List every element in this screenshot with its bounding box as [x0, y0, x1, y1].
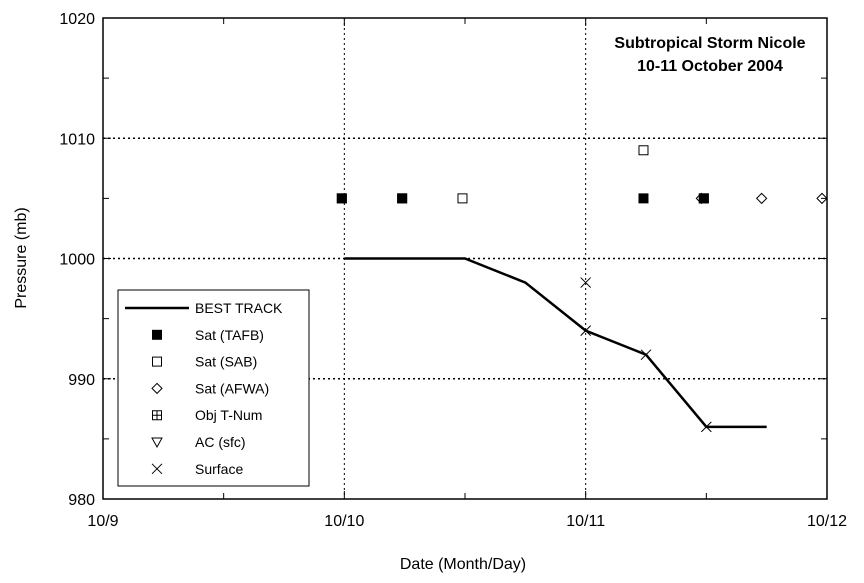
- sat-sab-point: [638, 145, 649, 156]
- legend-swatch-sat-sab: [152, 356, 162, 367]
- legend-swatch-ac-sfc: [151, 437, 163, 449]
- legend: BEST TRACK Sat (TAFB) Sat (SAB) Sat (AFWA) O…: [117, 289, 310, 487]
- sat-sab-point: [698, 193, 709, 204]
- sat-sab-point: [457, 193, 468, 204]
- chart-title: Subtropical Storm Nicole: [614, 35, 805, 52]
- legend-swatch-obj-t-num: [152, 410, 162, 421]
- legend-label-obj-t-num: Obj T-Num: [195, 407, 262, 423]
- chart-subtitle: 10-11 October 2004: [637, 58, 783, 75]
- y-tick-label: 1000: [59, 252, 95, 269]
- legend-box: [117, 289, 310, 487]
- surface-point: [580, 277, 592, 288]
- legend-label-ac-sfc: AC (sfc): [195, 434, 246, 450]
- sat-afwa-point: [755, 192, 768, 205]
- sat-tafb-point: [397, 193, 408, 204]
- legend-label-surface: Surface: [195, 461, 243, 477]
- axis-ticks: 10/9 10/10 10/11 10/12 980 990 1000 1010 1020: [59, 11, 847, 530]
- y-tick-label: 980: [68, 492, 95, 509]
- best-track-line: [344, 257, 767, 429]
- legend-label-sat-afwa: Sat (AFWA): [195, 380, 269, 396]
- sat-tafb-point: [336, 193, 347, 204]
- x-axis-label: Date (Month/Day): [400, 556, 526, 573]
- sat-tafb-point: [638, 193, 649, 204]
- surface-point: [640, 349, 652, 361]
- y-tick-label: 990: [68, 372, 95, 389]
- sat-afwa-point: [695, 192, 708, 205]
- y-tick-label: 1020: [59, 11, 95, 28]
- legend-label-sat-tafb: Sat (TAFB): [195, 327, 264, 343]
- surface-point: [580, 325, 592, 337]
- data-marks: [336, 145, 828, 433]
- sat-sab-point: [336, 193, 347, 204]
- x-tick-label: 10/9: [87, 513, 118, 530]
- surface-point: [700, 421, 712, 433]
- y-tick-label: 1010: [59, 131, 95, 148]
- legend-swatch-surface: [151, 463, 163, 475]
- sat-afwa-point: [816, 192, 828, 205]
- legend-label-sat-sab: Sat (SAB): [195, 354, 257, 370]
- x-tick-label: 10/10: [324, 513, 364, 530]
- sat-sab-point: [397, 193, 408, 204]
- y-axis-label: Pressure (mb): [13, 207, 30, 308]
- x-tick-label: 10/11: [566, 513, 605, 530]
- legend-swatch-sat-afwa: [151, 382, 163, 395]
- legend-swatch-sat-tafb: [152, 329, 162, 340]
- legend-label-best-track: BEST TRACK: [195, 300, 283, 316]
- x-tick-label: 10/12: [807, 513, 847, 530]
